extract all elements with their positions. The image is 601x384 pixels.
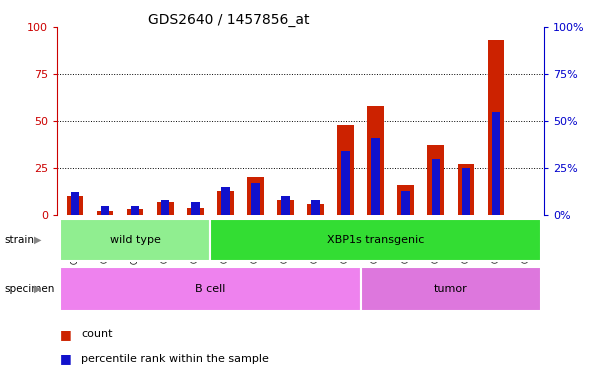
Bar — [60, 267, 361, 311]
Text: ▶: ▶ — [34, 235, 41, 245]
Bar — [427, 146, 444, 215]
Bar — [217, 190, 234, 215]
Bar — [462, 168, 470, 215]
Bar — [281, 196, 290, 215]
Text: GSM160730: GSM160730 — [71, 217, 79, 264]
Text: B cell: B cell — [195, 284, 225, 294]
Text: GSM160881: GSM160881 — [432, 217, 440, 263]
Text: GSM160868: GSM160868 — [341, 217, 350, 263]
Text: GDS2640 / 1457856_at: GDS2640 / 1457856_at — [148, 13, 309, 27]
Text: strain: strain — [5, 235, 35, 245]
Text: GSM160731: GSM160731 — [101, 217, 109, 263]
Bar — [341, 151, 350, 215]
Bar — [307, 204, 324, 215]
Text: GSM160867: GSM160867 — [311, 217, 320, 263]
Bar — [60, 219, 210, 261]
Bar — [221, 187, 230, 215]
Bar — [157, 202, 174, 215]
Bar — [247, 177, 264, 215]
Text: GSM160882: GSM160882 — [462, 217, 470, 263]
Text: XBP1s transgenic: XBP1s transgenic — [327, 235, 424, 245]
Bar — [367, 106, 384, 215]
Bar — [361, 267, 541, 311]
Bar — [401, 190, 410, 215]
Bar — [187, 207, 204, 215]
Bar — [432, 159, 440, 215]
Text: GSM160860: GSM160860 — [161, 217, 169, 263]
Bar — [67, 196, 84, 215]
Bar — [311, 200, 320, 215]
Bar — [457, 164, 474, 215]
Text: tumor: tumor — [434, 284, 468, 294]
Text: GSM160869: GSM160869 — [371, 217, 380, 263]
Bar — [131, 206, 139, 215]
Text: GSM160883: GSM160883 — [492, 217, 500, 263]
Bar — [492, 112, 500, 215]
Text: GSM160739: GSM160739 — [131, 217, 139, 264]
Text: GSM160864: GSM160864 — [221, 217, 230, 263]
Text: GSM160866: GSM160866 — [281, 217, 290, 263]
Text: GSM160884: GSM160884 — [522, 217, 530, 263]
Bar — [127, 209, 144, 215]
Bar — [371, 138, 380, 215]
Bar — [337, 125, 354, 215]
Bar — [210, 219, 541, 261]
Bar — [161, 200, 169, 215]
Text: GSM160865: GSM160865 — [251, 217, 260, 263]
Text: GSM160861: GSM160861 — [191, 217, 200, 263]
Text: wild type: wild type — [110, 235, 160, 245]
Text: ▶: ▶ — [34, 284, 41, 294]
Bar — [277, 200, 294, 215]
Bar — [101, 206, 109, 215]
Text: count: count — [81, 329, 112, 339]
Bar — [251, 183, 260, 215]
Bar — [71, 192, 79, 215]
Text: percentile rank within the sample: percentile rank within the sample — [81, 354, 269, 364]
Text: ■: ■ — [60, 328, 72, 341]
Text: specimen: specimen — [5, 284, 55, 294]
Text: ■: ■ — [60, 353, 72, 366]
Bar — [397, 185, 414, 215]
Text: GSM160880: GSM160880 — [401, 217, 410, 263]
Bar — [191, 202, 200, 215]
Bar — [97, 211, 114, 215]
Bar — [487, 40, 504, 215]
